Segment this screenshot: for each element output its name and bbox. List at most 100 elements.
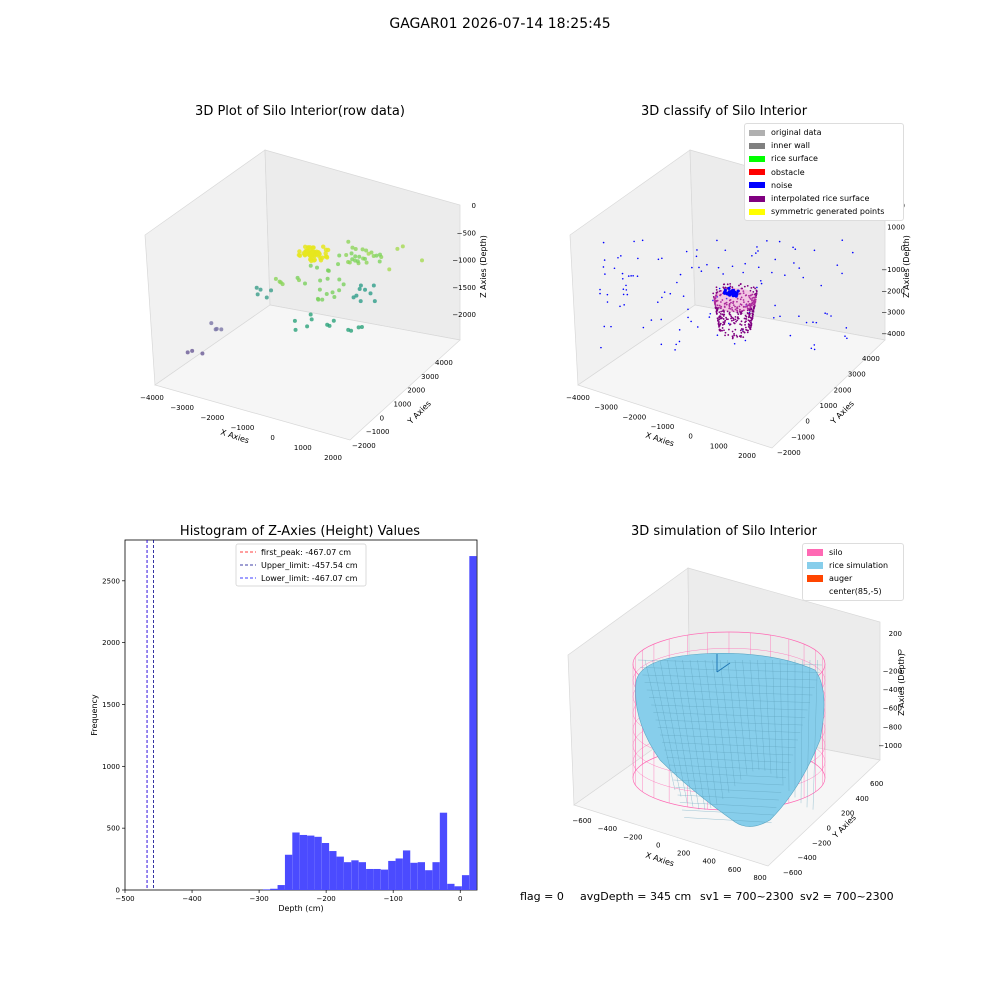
interpolated-surface-point <box>733 321 735 324</box>
noise-point <box>778 240 781 243</box>
classify-x-tick: 2000 <box>738 452 756 460</box>
interpolated-surface-point <box>744 321 747 324</box>
interpolated-surface-point <box>751 293 754 296</box>
interpolated-surface-point <box>715 288 718 291</box>
interpolated-surface-point <box>714 299 716 302</box>
simulation-x-tick: 0 <box>656 841 660 849</box>
noise-point <box>751 254 753 257</box>
simulation-z-tick: 0 <box>898 649 902 657</box>
raw-data-point <box>280 282 285 287</box>
noise-point <box>709 312 712 315</box>
interpolated-surface-point <box>754 298 757 301</box>
raw-data-point <box>351 295 356 300</box>
raw-x-tick: 1000 <box>294 444 312 452</box>
noise-point <box>716 239 718 242</box>
mesh-line <box>764 659 772 774</box>
noise-point <box>774 258 777 261</box>
raw-data-point <box>264 295 269 300</box>
noise-point <box>687 316 689 319</box>
histogram-bar <box>447 883 455 890</box>
interpolated-surface-point <box>752 286 755 289</box>
raw-data-point <box>336 262 341 267</box>
interpolated-surface-point <box>751 301 754 304</box>
raw-data-point <box>347 260 352 265</box>
interpolated-surface-point <box>749 327 752 330</box>
interpolated-surface-point <box>717 322 720 325</box>
legend-label: auger <box>829 574 853 583</box>
mesh-line <box>719 659 736 787</box>
noise-point <box>625 289 628 291</box>
raw-data-point <box>309 251 314 256</box>
interpolated-surface-point <box>717 317 719 320</box>
classify-legend-item: rice surface <box>749 152 899 165</box>
legend-swatch <box>807 588 823 595</box>
simulation-x-tick: 200 <box>677 850 690 858</box>
interpolated-surface-point <box>741 287 744 290</box>
noise-point <box>774 304 776 307</box>
mesh-line <box>664 749 794 756</box>
raw-data-point <box>331 318 336 323</box>
classify-floor-pane <box>577 304 886 449</box>
histogram-title: Histogram of Z-Axies (Height) Values <box>179 524 421 539</box>
interpolated-surface-point <box>715 286 718 289</box>
noise-point <box>717 266 720 269</box>
interpolated-surface-point <box>755 293 758 295</box>
noise-point <box>813 249 816 252</box>
raw-data-point <box>364 260 369 265</box>
interpolated-surface-point <box>751 318 753 321</box>
raw-data-point <box>368 291 373 296</box>
x-axis-label: Depth (cm) <box>278 904 323 913</box>
noise-point <box>669 292 672 295</box>
noise-point <box>844 335 846 337</box>
noise-point <box>757 266 760 269</box>
raw-y-tick: 4000 <box>435 359 453 367</box>
classify-y-tick: 1000 <box>820 402 838 410</box>
noise-point <box>619 305 621 308</box>
noise-point <box>757 250 759 252</box>
classify-legend-item: original data <box>749 126 899 139</box>
classify-legend: original data inner wall rice surface obsta… <box>744 123 904 222</box>
noise-point <box>810 347 813 350</box>
noise-point <box>636 275 639 278</box>
interpolated-surface-point <box>731 286 734 289</box>
interpolated-surface-point <box>734 305 736 308</box>
raw-data-point <box>349 251 354 256</box>
legend-label: first_peak: -467.07 cm <box>261 548 351 557</box>
interpolated-surface-point <box>721 299 724 301</box>
interpolated-surface-point <box>731 330 734 333</box>
interpolated-surface-point <box>736 335 739 338</box>
raw-x-tick: −3000 <box>170 404 194 412</box>
legend-label: original data <box>771 128 822 138</box>
noise-point <box>725 297 728 300</box>
histogram-bar <box>388 860 396 890</box>
raw-plot-axes <box>144 149 461 441</box>
raw-x-tick: 2000 <box>324 454 342 462</box>
histogram-bar <box>307 835 315 890</box>
raw-data-point <box>320 297 325 302</box>
raw-data-point <box>358 299 363 304</box>
interpolated-surface-point <box>723 313 726 316</box>
interpolated-surface-point <box>728 305 731 308</box>
noise-point <box>657 301 659 304</box>
noise-point <box>771 271 773 274</box>
noise-point <box>660 343 663 346</box>
x-tick-label: −500 <box>115 895 134 903</box>
classify-x-tick: 0 <box>688 433 692 441</box>
noise-point <box>623 304 625 306</box>
raw-data-point <box>255 292 260 297</box>
interpolated-surface-point <box>719 312 722 315</box>
interpolated-surface-point <box>742 305 745 308</box>
raw-data-point <box>309 317 314 322</box>
mesh-line <box>689 659 712 809</box>
raw-data-point <box>296 278 301 283</box>
interpolated-surface-point <box>734 315 737 318</box>
y-tick-label: 0 <box>116 887 120 895</box>
noise-point <box>642 326 645 329</box>
mesh-line <box>704 659 724 800</box>
raw-data-point <box>323 251 328 256</box>
classify-legend-item: interpolated rice surface <box>749 192 899 205</box>
mesh-line <box>677 794 779 801</box>
raw-data-point <box>292 318 297 323</box>
classify-y-tick: 0 <box>805 418 809 426</box>
